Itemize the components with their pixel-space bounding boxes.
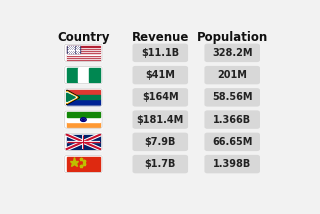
Text: $7.9B: $7.9B [145, 137, 176, 147]
Bar [67, 54, 100, 55]
FancyBboxPatch shape [204, 66, 260, 84]
Bar [67, 117, 100, 122]
FancyBboxPatch shape [204, 110, 260, 129]
FancyBboxPatch shape [64, 133, 103, 151]
Bar [67, 55, 100, 56]
Bar [67, 112, 100, 117]
FancyBboxPatch shape [204, 88, 260, 107]
Bar [67, 48, 100, 49]
FancyBboxPatch shape [64, 155, 103, 173]
Text: $181.4M: $181.4M [137, 115, 184, 125]
FancyBboxPatch shape [132, 88, 188, 107]
FancyBboxPatch shape [64, 88, 103, 107]
Bar [67, 57, 100, 58]
Bar [67, 47, 100, 48]
FancyBboxPatch shape [204, 155, 260, 173]
FancyBboxPatch shape [132, 110, 188, 129]
FancyBboxPatch shape [204, 44, 260, 62]
Bar [78, 68, 89, 82]
Bar [67, 135, 100, 149]
Bar [67, 95, 100, 99]
Text: $1.7B: $1.7B [145, 159, 176, 169]
Bar [67, 90, 100, 95]
Polygon shape [67, 91, 78, 104]
Text: $41M: $41M [145, 70, 175, 80]
Text: 1.398B: 1.398B [213, 159, 251, 169]
Text: $11.1B: $11.1B [141, 48, 179, 58]
FancyBboxPatch shape [132, 66, 188, 84]
FancyBboxPatch shape [64, 66, 103, 84]
Bar [67, 56, 100, 57]
Bar [67, 68, 78, 82]
Text: Revenue: Revenue [132, 31, 189, 45]
Bar [67, 46, 100, 47]
FancyBboxPatch shape [132, 155, 188, 173]
Text: 1.366B: 1.366B [213, 115, 251, 125]
Circle shape [83, 119, 84, 120]
Bar [67, 46, 80, 54]
Text: 328.2M: 328.2M [212, 48, 252, 58]
Bar [89, 68, 100, 82]
Text: Population: Population [196, 31, 268, 45]
Text: $164M: $164M [142, 92, 179, 102]
Bar [67, 157, 100, 171]
Bar [67, 58, 100, 59]
FancyBboxPatch shape [64, 110, 103, 129]
Bar [67, 49, 100, 50]
Bar [67, 99, 100, 105]
Polygon shape [67, 90, 79, 105]
Bar [67, 50, 100, 51]
Polygon shape [67, 92, 77, 103]
Bar [67, 51, 100, 52]
Text: Country: Country [57, 31, 110, 45]
FancyBboxPatch shape [132, 44, 188, 62]
Bar [67, 52, 100, 54]
Bar [67, 122, 100, 127]
FancyBboxPatch shape [132, 133, 188, 151]
Polygon shape [67, 93, 76, 102]
Text: 66.65M: 66.65M [212, 137, 252, 147]
Text: 201M: 201M [217, 70, 247, 80]
Text: 58.56M: 58.56M [212, 92, 252, 102]
Bar [67, 59, 100, 60]
FancyBboxPatch shape [204, 133, 260, 151]
FancyBboxPatch shape [64, 44, 103, 62]
